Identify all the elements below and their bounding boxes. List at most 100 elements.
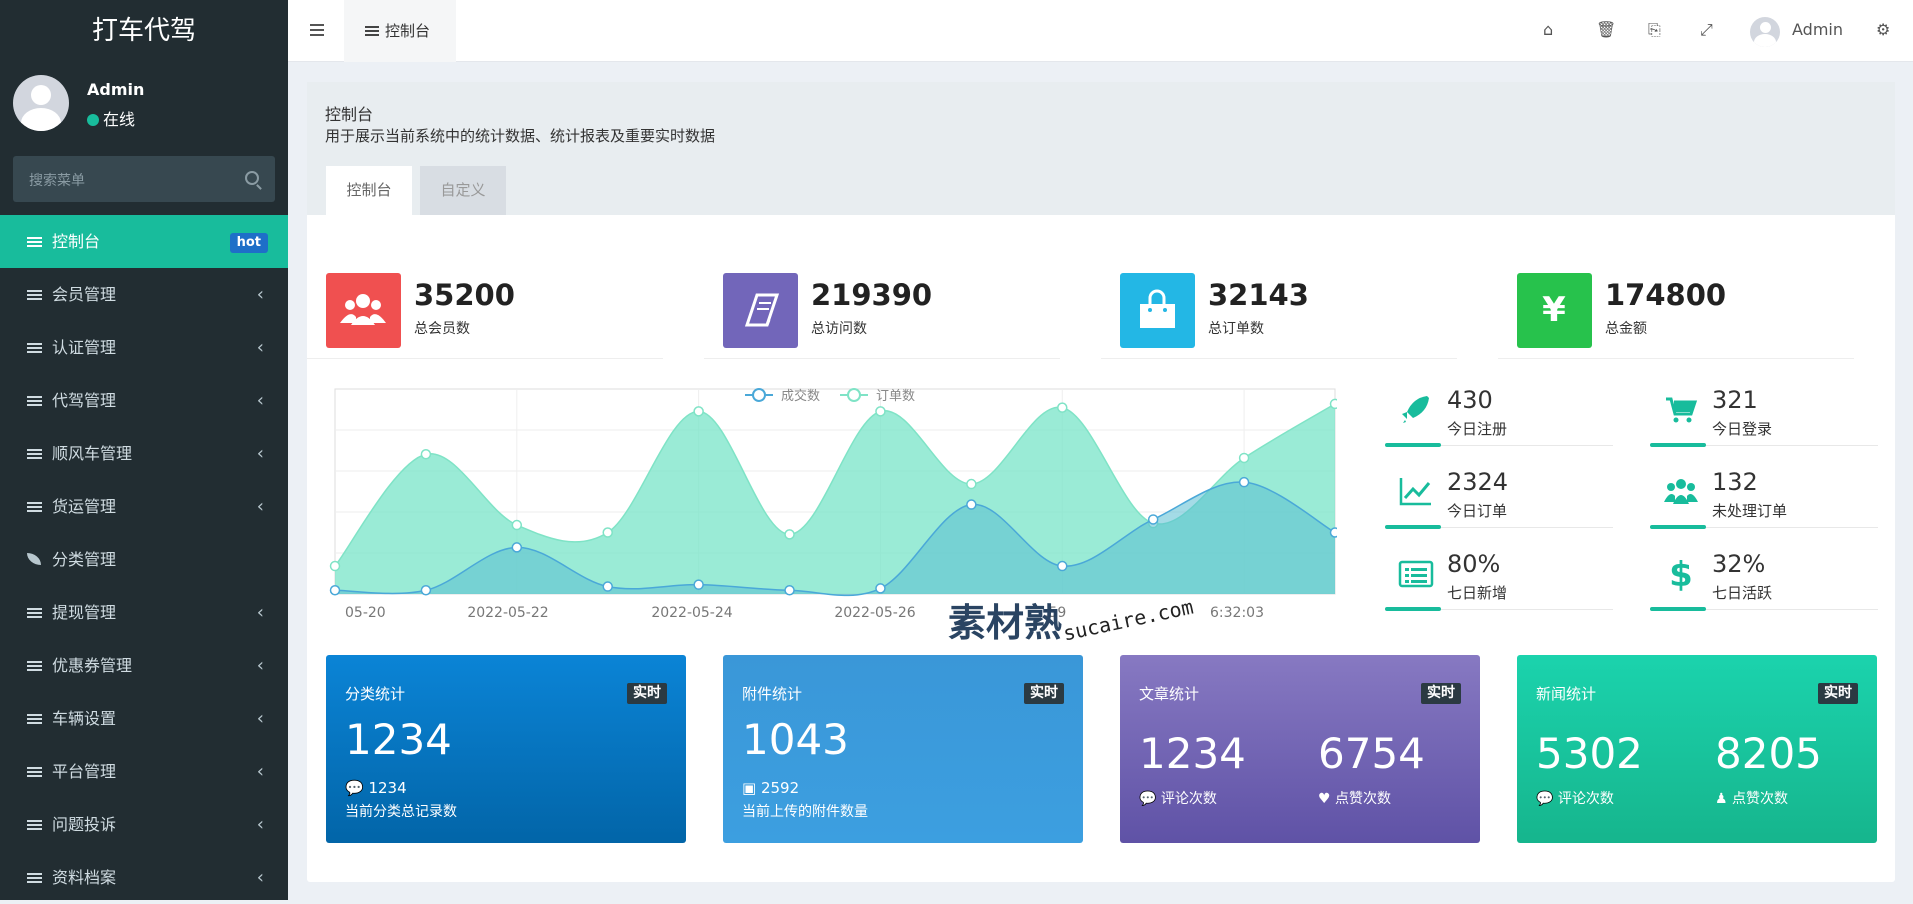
chevron-left-icon: ‹ bbox=[256, 390, 264, 411]
chevron-left-icon: ‹ bbox=[256, 761, 264, 782]
chevron-left-icon: ‹ bbox=[256, 655, 264, 676]
list-icon bbox=[27, 767, 42, 777]
online-dot-icon bbox=[87, 114, 99, 126]
realtime-badge: 实时 bbox=[1024, 683, 1064, 704]
sidebar-item-withdraw[interactable]: 提现管理 ‹ bbox=[0, 586, 288, 639]
fullscreen-icon[interactable]: ⤢ bbox=[1700, 20, 1713, 39]
data-point-orders bbox=[1057, 402, 1068, 413]
data-point-deals bbox=[329, 585, 341, 596]
sidebar-item-coupon[interactable]: 优惠券管理 ‹ bbox=[0, 639, 288, 692]
x-tick-label: 2022-05-26 bbox=[834, 605, 915, 621]
data-point-deals bbox=[1057, 560, 1068, 572]
list-icon bbox=[27, 343, 42, 353]
stat-label: 总访问数 bbox=[811, 321, 867, 337]
card-title: 文章统计 bbox=[1139, 685, 1200, 703]
x-tick-label: :59 bbox=[1044, 605, 1067, 621]
list-icon bbox=[27, 714, 42, 724]
cart-icon bbox=[1662, 390, 1700, 428]
data-point-deals bbox=[420, 585, 432, 596]
card-subtitle: 当前上传的附件数量 bbox=[742, 804, 868, 820]
sidebar-item-members[interactable]: 会员管理 ‹ bbox=[0, 268, 288, 321]
menu-search-input[interactable]: 搜索菜单 bbox=[13, 156, 275, 202]
leaf-icon bbox=[27, 553, 41, 565]
card-value: 1043 bbox=[742, 715, 849, 764]
card-subtitle: 当前分类总记录数 bbox=[345, 804, 457, 820]
trash-icon[interactable]: 🗑 bbox=[1596, 20, 1617, 39]
hot-badge: hot bbox=[229, 233, 268, 253]
rocket-icon bbox=[1397, 390, 1435, 428]
users-icon bbox=[326, 273, 401, 348]
x-tick-label: 2022-05-22 bbox=[467, 605, 548, 621]
stat-label: 总会员数 bbox=[414, 321, 470, 337]
data-point-orders bbox=[511, 519, 523, 531]
stat-value: 32143 bbox=[1208, 278, 1309, 312]
user-icon: ♟ bbox=[1715, 791, 1733, 807]
shopping-bag-icon bbox=[1120, 273, 1195, 348]
data-point-orders bbox=[329, 560, 341, 572]
mini-stat-orders: 2324 今日订单 bbox=[1385, 466, 1613, 548]
search-placeholder: 搜索菜单 bbox=[29, 173, 85, 189]
stat-total-members: 35200 总会员数 bbox=[307, 259, 663, 359]
chevron-left-icon: ‹ bbox=[256, 337, 264, 358]
sidebar-item-archive[interactable]: 资料档案 ‹ bbox=[0, 851, 288, 904]
orders-area-chart: 成交数 订单数 05-20 2022-05-22 2022-05-24 2022-05-2… bbox=[329, 388, 1337, 621]
card-likes-label: ♟ 点赞次数 bbox=[1715, 791, 1789, 807]
data-point-deals bbox=[1147, 514, 1159, 525]
translate-icon[interactable]: ⎘ bbox=[1648, 20, 1661, 39]
avatar[interactable] bbox=[1750, 17, 1780, 47]
mini-value: 80% bbox=[1447, 550, 1501, 578]
data-point-orders bbox=[784, 529, 795, 540]
stat-total-visits: 219390 总访问数 bbox=[704, 259, 1060, 359]
series-area-deals bbox=[335, 482, 1335, 596]
sidebar: 打车代驾 Admin 在线 搜索菜单 控制台 hot 会员管理 ‹ 认证管理 ‹ 代驾… bbox=[0, 0, 288, 900]
realtime-badge: 实时 bbox=[1818, 683, 1858, 704]
list-icon bbox=[27, 290, 42, 300]
legend-label: 订单数 bbox=[876, 389, 915, 404]
card-title: 附件统计 bbox=[742, 685, 803, 703]
sidebar-item-category[interactable]: 分类管理 bbox=[0, 533, 288, 586]
top-user-name[interactable]: Admin bbox=[1792, 20, 1843, 39]
stat-total-amount: ¥ 174800 总金额 bbox=[1498, 259, 1854, 359]
tab-dashboard[interactable]: 控制台 bbox=[326, 166, 412, 215]
home-icon[interactable]: ⌂ bbox=[1543, 20, 1554, 39]
stat-value: 35200 bbox=[414, 278, 515, 312]
sidebar-item-platform[interactable]: 平台管理 ‹ bbox=[0, 745, 288, 798]
search-icon[interactable] bbox=[245, 171, 259, 185]
mini-value: 32% bbox=[1712, 550, 1766, 578]
dollar-icon: $ bbox=[1662, 554, 1700, 595]
stat-value: 174800 bbox=[1605, 278, 1727, 312]
sidebar-item-driving[interactable]: 代驾管理 ‹ bbox=[0, 374, 288, 427]
card-count: ▣ 2592 bbox=[742, 779, 800, 797]
series-area-orders bbox=[335, 403, 1335, 594]
settings-icon[interactable]: ⚙ bbox=[1876, 20, 1891, 39]
tab-dashboard[interactable]: 控制台 bbox=[344, 0, 456, 62]
list-icon bbox=[27, 396, 42, 406]
chevron-left-icon: ‹ bbox=[256, 708, 264, 729]
sidebar-item-freight[interactable]: 货运管理 ‹ bbox=[0, 480, 288, 533]
data-point-deals bbox=[1238, 476, 1250, 488]
menu-toggle-icon[interactable] bbox=[310, 24, 324, 36]
sidebar-item-complaint[interactable]: 问题投诉 ‹ bbox=[0, 798, 288, 851]
card-value: 1234 bbox=[345, 715, 452, 764]
data-point-deals bbox=[966, 499, 977, 510]
data-point-orders bbox=[875, 406, 886, 417]
list-icon bbox=[27, 502, 42, 512]
list-icon bbox=[365, 26, 379, 36]
card-title: 新闻统计 bbox=[1536, 685, 1597, 703]
list-icon bbox=[27, 608, 42, 618]
sidebar-item-auth[interactable]: 认证管理 ‹ bbox=[0, 321, 288, 374]
list-icon bbox=[27, 237, 42, 247]
sidebar-item-vehicle[interactable]: 车辆设置 ‹ bbox=[0, 692, 288, 745]
tab-custom[interactable]: 自定义 bbox=[420, 166, 506, 215]
news-stats-card: 新闻统计 实时 5302 8205 💬 评论次数 ♟ 点赞次数 bbox=[1517, 655, 1877, 843]
x-tick-label: 2022-05-24 bbox=[651, 605, 732, 621]
app-logo[interactable]: 打车代驾 bbox=[0, 0, 288, 62]
article-stats-card: 文章统计 实时 1234 6754 💬 评论次数 ♥ 点赞次数 bbox=[1120, 655, 1480, 843]
chevron-left-icon: ‹ bbox=[256, 284, 264, 305]
sidebar-item-carpool[interactable]: 顺风车管理 ‹ bbox=[0, 427, 288, 480]
svg-text:¥: ¥ bbox=[1542, 290, 1566, 330]
sidebar-item-dashboard[interactable]: 控制台 hot bbox=[0, 215, 288, 268]
data-point-orders bbox=[1238, 452, 1250, 464]
mini-label: 今日登录 bbox=[1712, 420, 1773, 438]
stat-label: 总订单数 bbox=[1208, 321, 1264, 337]
